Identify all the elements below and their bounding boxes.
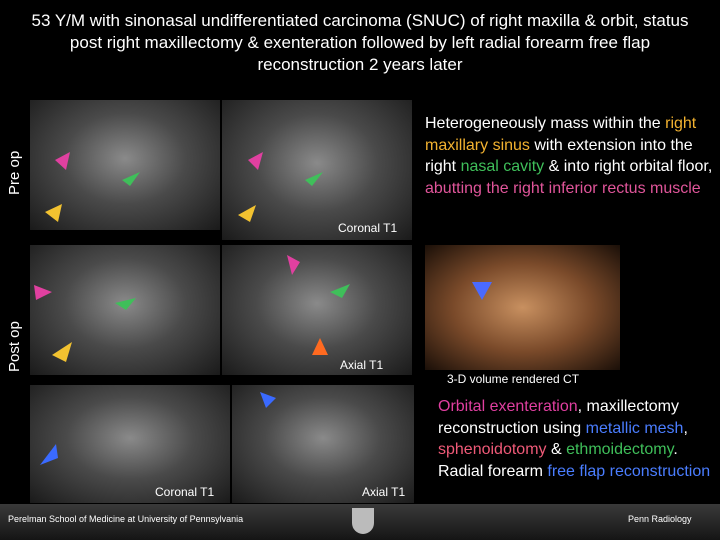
text-segment: Heterogeneously mass within the	[425, 115, 666, 132]
footer-left: Perelman School of Medicine at Universit…	[8, 514, 244, 524]
text-segment: nasal cavity	[460, 158, 545, 175]
mri-image	[232, 385, 414, 503]
text-segment: with extension into the right	[425, 136, 693, 176]
arrow	[248, 152, 263, 170]
text-segment: ethmoidectomy	[566, 441, 674, 458]
image-label: Axial T1	[362, 485, 406, 499]
arrow	[312, 338, 328, 355]
text-segment: &	[546, 441, 567, 458]
ct-image	[425, 245, 620, 370]
text-segment: sphenoidotomy	[438, 441, 547, 458]
image-label: 3-D volume rendered CT	[447, 372, 580, 386]
mri-image	[30, 385, 230, 503]
arrow	[305, 172, 323, 186]
arrow	[40, 444, 58, 465]
text-segment: Orbital exenteration	[438, 398, 578, 415]
text-segment: , maxillectomy reconstruction using	[438, 398, 679, 437]
text-segment: metallic mesh	[585, 419, 684, 437]
text-segment: right maxillary sinus	[425, 115, 697, 154]
text-segment: & into right orbital floor,	[544, 158, 713, 175]
arrow	[330, 284, 350, 298]
arrow	[287, 255, 300, 275]
title: 53 Y/M with sinonasal undifferentiated c…	[31, 11, 689, 74]
procedure-text: Orbital exenteration, maxillectomy recon…	[438, 396, 718, 482]
arrow	[238, 205, 256, 222]
arrow	[260, 392, 276, 408]
text-segment: ,	[683, 419, 688, 437]
arrow	[122, 172, 140, 186]
shield-logo	[352, 508, 374, 534]
arrow	[472, 282, 492, 300]
arrow	[52, 342, 72, 362]
text-segment: abutting the right inferior rectus muscl…	[425, 179, 701, 197]
findings-text: Heterogeneously mass within the right ma…	[425, 113, 715, 199]
arrow	[45, 204, 62, 222]
text-segment: free flap reconstruction	[547, 462, 711, 480]
image-label: Coronal T1	[155, 485, 215, 499]
image-label: Coronal T1	[338, 221, 398, 235]
footer-right: Penn Radiology	[628, 514, 692, 524]
mri-image	[222, 100, 412, 240]
arrow	[115, 298, 136, 310]
text-segment: . Radial forearm	[438, 441, 678, 480]
arrow	[34, 285, 52, 300]
image-label: Axial T1	[340, 358, 384, 372]
arrow	[55, 152, 70, 170]
